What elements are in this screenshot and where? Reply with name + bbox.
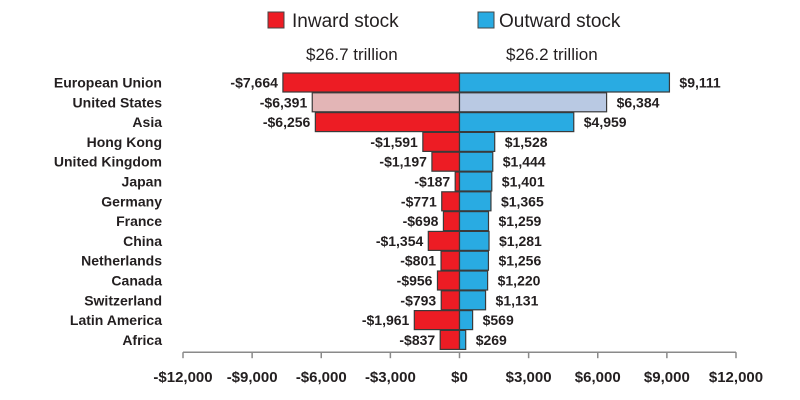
category-label: European Union [54,75,162,91]
legend-swatch-outward [477,11,495,29]
bar-inward [454,171,461,192]
x-tick-label: -$3,000 [365,369,416,386]
value-label-inward: -$7,664 [230,75,278,91]
category-label: Switzerland [84,292,162,308]
value-label-inward: -$187 [414,174,450,190]
bar-outward [458,92,608,113]
bar-outward [458,151,494,172]
x-tick-label: -$9,000 [227,369,278,386]
bar-outward [458,329,467,350]
value-label-outward: $6,384 [617,94,660,110]
bar-inward [422,131,461,152]
value-label-inward: -$956 [397,273,433,289]
category-label: Germany [101,193,162,209]
legend: Inward stock Outward stock $26.7 trillio… [267,11,621,64]
category-label: United Kingdom [54,154,162,170]
x-tick-label: -$12,000 [153,369,212,386]
bar-outward [458,230,490,251]
x-tick-label: $3,000 [506,369,552,386]
bar-outward [458,270,489,291]
value-label-outward: $1,256 [498,253,541,269]
bar-outward [458,290,487,311]
bar-outward [458,250,490,271]
value-label-inward: -$1,961 [362,312,410,328]
value-labels: -$7,664 $9,111 -$6,391 $6,384 -$6,256 $4,959 -… [230,75,720,348]
value-label-inward: -$1,591 [370,134,418,150]
category-label: Canada [111,273,162,289]
value-label-outward: $1,365 [501,193,544,209]
category-label: Asia [132,114,162,130]
value-label-inward: -$837 [399,332,435,348]
bar-outward [458,72,671,93]
bar-outward [458,211,490,232]
bar-inward [440,290,461,311]
x-tick-label: $0 [451,369,468,386]
category-label: Hong Kong [87,134,162,150]
value-label-inward: -$793 [400,292,436,308]
legend-swatch-inward [267,11,285,29]
value-label-outward: $1,281 [499,233,542,249]
bar-outward [458,310,474,331]
category-label: United States [73,94,163,110]
bar-outward [458,111,575,133]
legend-label-outward: Outward stock [499,11,621,32]
value-label-outward: $1,220 [498,273,541,289]
category-label: Netherlands [81,253,162,269]
bar-inward [441,191,461,212]
bar-inward [311,92,461,113]
value-label-outward: $1,401 [502,174,545,190]
category-label: France [116,213,162,229]
bar-outward [458,171,493,192]
category-label: China [123,233,162,249]
value-label-outward: $1,528 [505,134,548,150]
x-tick-label: $9,000 [644,369,690,386]
category-labels: European Union United States Asia Hong Kong… [54,75,162,348]
value-label-outward: $1,444 [503,154,546,170]
value-label-outward: $269 [476,332,507,348]
bar-inward [439,329,461,350]
value-label-inward: -$1,197 [379,154,427,170]
x-tick-label: $6,000 [575,369,621,386]
bar-inward [282,72,461,93]
value-label-inward: -$1,354 [376,233,424,249]
outward-total: $26.2 trillion [506,45,598,64]
category-label: Africa [122,332,162,348]
bars [282,72,671,350]
bar-outward [458,191,492,212]
bar-inward [427,230,461,251]
value-label-outward: $9,111 [679,75,720,91]
x-axis: -$12,000 -$9,000 -$6,000 -$3,000 $0 $3,000 $6,… [153,351,763,386]
value-label-inward: -$771 [401,193,437,209]
bar-inward [442,211,461,232]
bar-inward [436,270,461,291]
inward-total: $26.7 trillion [306,45,398,64]
value-label-outward: $4,959 [584,114,627,130]
value-label-inward: -$6,391 [260,94,308,110]
value-label-outward: $1,131 [496,292,539,308]
value-label-outward: $1,259 [499,213,542,229]
value-label-inward: -$801 [400,253,436,269]
legend-label-inward: Inward stock [292,11,399,32]
value-label-inward: -$698 [403,213,439,229]
bar-inward [413,310,461,331]
category-label: Japan [122,174,162,190]
x-tick-label: $12,000 [709,369,763,386]
bar-inward [440,250,461,271]
value-label-inward: -$6,256 [263,114,311,130]
category-label: Latin America [70,312,162,328]
bar-outward [458,131,496,152]
value-label-outward: $569 [483,312,514,328]
bar-inward [314,111,461,133]
bar-inward [431,151,461,172]
x-tick-label: -$6,000 [296,369,347,386]
